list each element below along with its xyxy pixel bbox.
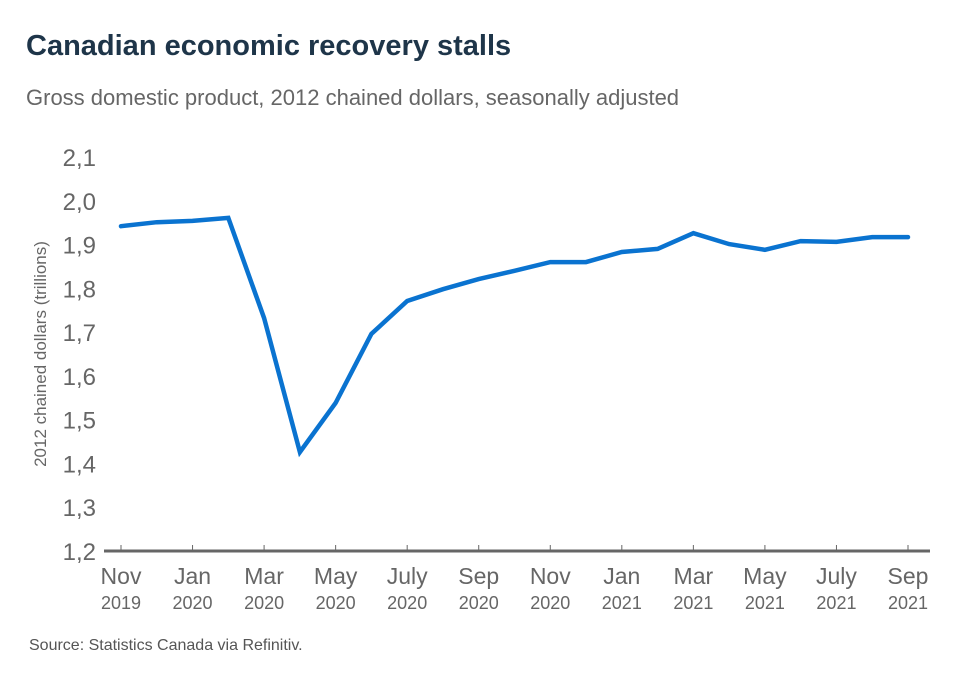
x-tick-label-month: Nov bbox=[101, 563, 142, 589]
y-tick-label: 1,8 bbox=[63, 276, 96, 303]
series-group bbox=[118, 215, 911, 458]
x-tick-label-month: Mar bbox=[244, 563, 284, 589]
x-tick-label-year: 2021 bbox=[745, 593, 785, 613]
x-tick-label-month: Sep bbox=[888, 563, 929, 589]
x-tick-label-year: 2021 bbox=[602, 593, 642, 613]
y-tick-label: 1,3 bbox=[63, 495, 96, 522]
x-tick-label-year: 2020 bbox=[244, 593, 284, 613]
y-tick-label: 1,7 bbox=[63, 320, 96, 347]
x-tick-label-month: July bbox=[387, 563, 428, 589]
y-axis-ticks: 1,2 1,3 1,4 1,5 1,6 1,7 1,8 1,9 2,0 2,1 bbox=[63, 145, 96, 566]
chart-subtitle: Gross domestic product, 2012 chained dol… bbox=[26, 85, 680, 110]
x-tick-label-year: 2019 bbox=[101, 593, 141, 613]
x-tick-label-year: 2021 bbox=[816, 593, 856, 613]
x-tick-label-month: July bbox=[816, 563, 857, 589]
x-tick-label-month: Sep bbox=[458, 563, 499, 589]
y-tick-label: 1,6 bbox=[63, 364, 96, 391]
x-tick-label-year: 2020 bbox=[316, 593, 356, 613]
x-tick-label-month: May bbox=[314, 563, 358, 589]
source-note: Source: Statistics Canada via Refinitiv. bbox=[29, 637, 303, 654]
x-tick-label-month: Nov bbox=[530, 563, 571, 589]
y-axis-label: 2012 chained dollars (trillions) bbox=[31, 241, 50, 467]
x-tick-label-year: 2020 bbox=[530, 593, 570, 613]
y-tick-label: 1,9 bbox=[63, 233, 96, 260]
x-tick-label-year: 2021 bbox=[673, 593, 713, 613]
y-tick-label: 1,4 bbox=[63, 451, 96, 478]
chart-title: Canadian economic recovery stalls bbox=[26, 30, 512, 62]
y-tick-label: 2,0 bbox=[63, 189, 96, 216]
y-tick-label: 1,2 bbox=[63, 539, 96, 566]
x-axis: Nov 2019 Jan 2020 Mar 2020 May 2020 July 2020 Sep 2… bbox=[101, 545, 930, 613]
x-tick-label-year: 2020 bbox=[173, 593, 213, 613]
x-tick-label-month: May bbox=[743, 563, 787, 589]
x-tick-label-month: Mar bbox=[674, 563, 714, 589]
y-tick-label: 2,1 bbox=[63, 145, 96, 172]
x-tick-label-year: 2020 bbox=[387, 593, 427, 613]
x-tick-label-month: Jan bbox=[603, 563, 640, 589]
y-tick-label: 1,5 bbox=[63, 408, 96, 435]
x-tick-label-year: 2021 bbox=[888, 593, 928, 613]
x-tick-label-month: Jan bbox=[174, 563, 211, 589]
x-tick-label-year: 2020 bbox=[459, 593, 499, 613]
series-line-gdp bbox=[118, 215, 911, 458]
